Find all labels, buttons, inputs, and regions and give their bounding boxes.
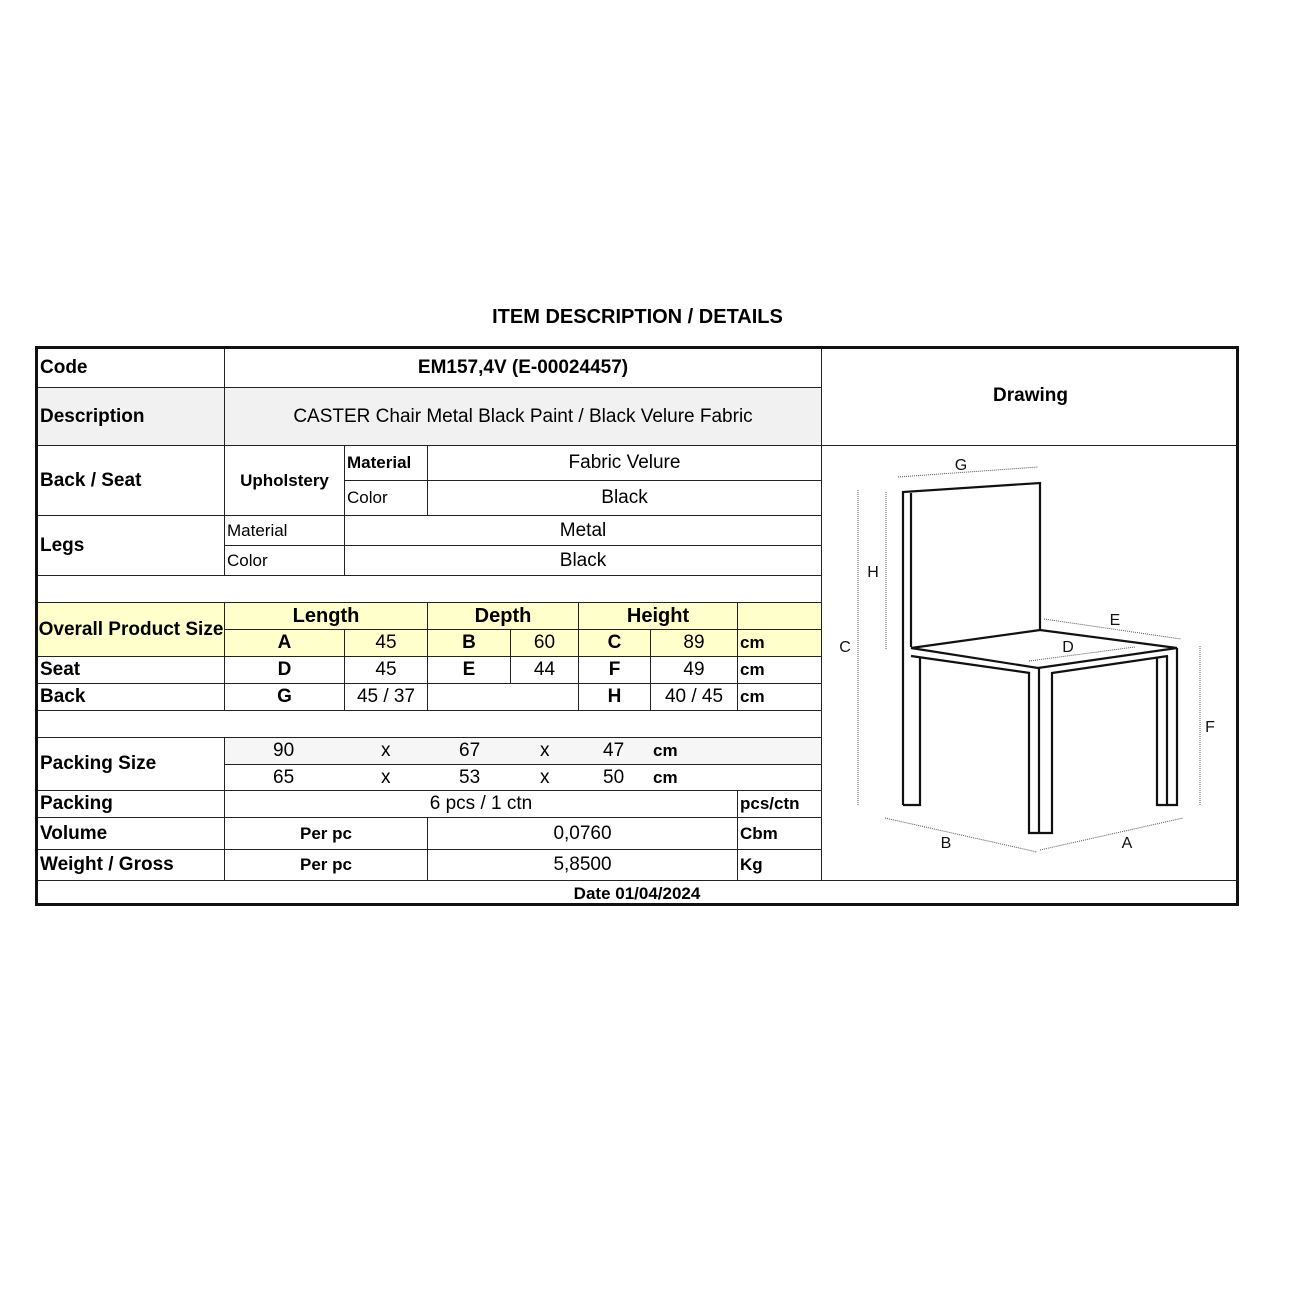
times-sign: x xyxy=(540,766,550,788)
key-c: C xyxy=(579,630,651,657)
packing-dim: 53 xyxy=(459,766,481,788)
spacer-row xyxy=(38,711,822,738)
back-length: 45 / 37 xyxy=(345,684,428,711)
chair-outline xyxy=(901,481,1179,835)
key-a: A xyxy=(225,630,345,657)
date-label: Date 01/04/2024 xyxy=(573,883,701,903)
key-f: F xyxy=(579,657,651,684)
volume-label: Volume xyxy=(38,818,225,850)
weight-label: Weight / Gross xyxy=(38,850,225,881)
key-e: E xyxy=(428,657,511,684)
key-h: H xyxy=(579,684,651,711)
times-sign: x xyxy=(381,740,391,761)
packing-size-row-2: 65 x 53 x 50 cm xyxy=(225,765,822,791)
code-label: Code xyxy=(38,349,225,388)
back-unit: cm xyxy=(738,684,822,711)
back-depth-empty xyxy=(428,684,579,711)
times-sign: x xyxy=(540,740,550,761)
description-label: Description xyxy=(38,388,225,446)
dim-label-g: G xyxy=(955,457,967,474)
seat-height: 49 xyxy=(651,657,738,684)
upholstery-material-value: Fabric Velure xyxy=(428,446,822,481)
legs-material-value: Metal xyxy=(345,516,822,546)
times-sign: x xyxy=(381,766,391,788)
depth-header: Depth xyxy=(428,603,579,630)
key-g: G xyxy=(225,684,345,711)
packing-dim: 65 xyxy=(273,766,295,788)
overall-length: 45 xyxy=(345,630,428,657)
seat-length: 45 xyxy=(345,657,428,684)
unit-header xyxy=(738,603,822,630)
packing-value: 6 pcs / 1 ctn xyxy=(225,791,738,818)
legs-color-value: Black xyxy=(345,546,822,576)
packing-unit: cm xyxy=(653,767,678,787)
overall-depth: 60 xyxy=(511,630,579,657)
overall-size-label: Overall Product Size xyxy=(38,603,225,657)
seat-depth: 44 xyxy=(511,657,579,684)
dimension-lines xyxy=(857,466,1201,853)
volume-unit: Cbm xyxy=(738,818,822,850)
weight-per: Per pc xyxy=(225,850,428,881)
dimension-labels: G H C E D F B A xyxy=(839,457,1215,852)
dim-label-d: D xyxy=(1062,639,1074,656)
spacer-row xyxy=(38,576,822,603)
legs-material-label: Material xyxy=(225,516,345,546)
key-b: B xyxy=(428,630,511,657)
seat-label: Seat xyxy=(38,657,225,684)
overall-height: 89 xyxy=(651,630,738,657)
packing-dim: 47 xyxy=(603,740,625,761)
weight-unit: Kg xyxy=(738,850,822,881)
seat-unit: cm xyxy=(738,657,822,684)
packing-size-label: Packing Size xyxy=(38,738,225,791)
upholstery-material-label: Material xyxy=(345,446,428,481)
packing-dim: 90 xyxy=(273,740,295,761)
back-seat-label: Back / Seat xyxy=(38,446,225,516)
dim-label-e: E xyxy=(1110,612,1121,629)
legs-label: Legs xyxy=(38,516,225,576)
dim-label-c: C xyxy=(839,639,851,656)
dim-label-h: H xyxy=(867,564,879,581)
packing-unit: cm xyxy=(653,741,678,760)
drawing-label: Drawing xyxy=(822,349,1239,446)
upholstery-color-value: Black xyxy=(428,481,822,516)
overall-unit: cm xyxy=(738,630,822,657)
packing-size-row-1: 90 x 67 x 47 cm xyxy=(225,738,822,765)
dim-label-f: F xyxy=(1205,719,1215,736)
volume-per: Per pc xyxy=(225,818,428,850)
back-height: 40 / 45 xyxy=(651,684,738,711)
packing-dim: 50 xyxy=(603,766,625,788)
drawing-area xyxy=(822,446,1239,881)
length-header: Length xyxy=(225,603,428,630)
packing-dim: 67 xyxy=(459,740,481,761)
volume-value: 0,0760 xyxy=(428,818,738,850)
code-value: EM157,4V (E-00024457) xyxy=(225,349,822,388)
upholstery-color-label: Color xyxy=(345,481,428,516)
legs-color-label: Color xyxy=(225,546,345,576)
back-label: Back xyxy=(38,684,225,711)
page-title: ITEM DESCRIPTION / DETAILS xyxy=(492,306,783,328)
upholstery-label: Upholstery xyxy=(225,446,345,516)
packing-label: Packing xyxy=(38,791,225,818)
spec-table: Code EM157,4V (E-00024457) Description C… xyxy=(35,346,1239,906)
dim-label-b: B xyxy=(941,835,952,852)
dim-label-a: A xyxy=(1122,835,1133,852)
weight-value: 5,8500 xyxy=(428,850,738,881)
height-header: Height xyxy=(579,603,738,630)
packing-unit: pcs/ctn xyxy=(738,791,822,818)
key-d: D xyxy=(225,657,345,684)
description-value: CASTER Chair Metal Black Paint / Black V… xyxy=(225,388,822,446)
